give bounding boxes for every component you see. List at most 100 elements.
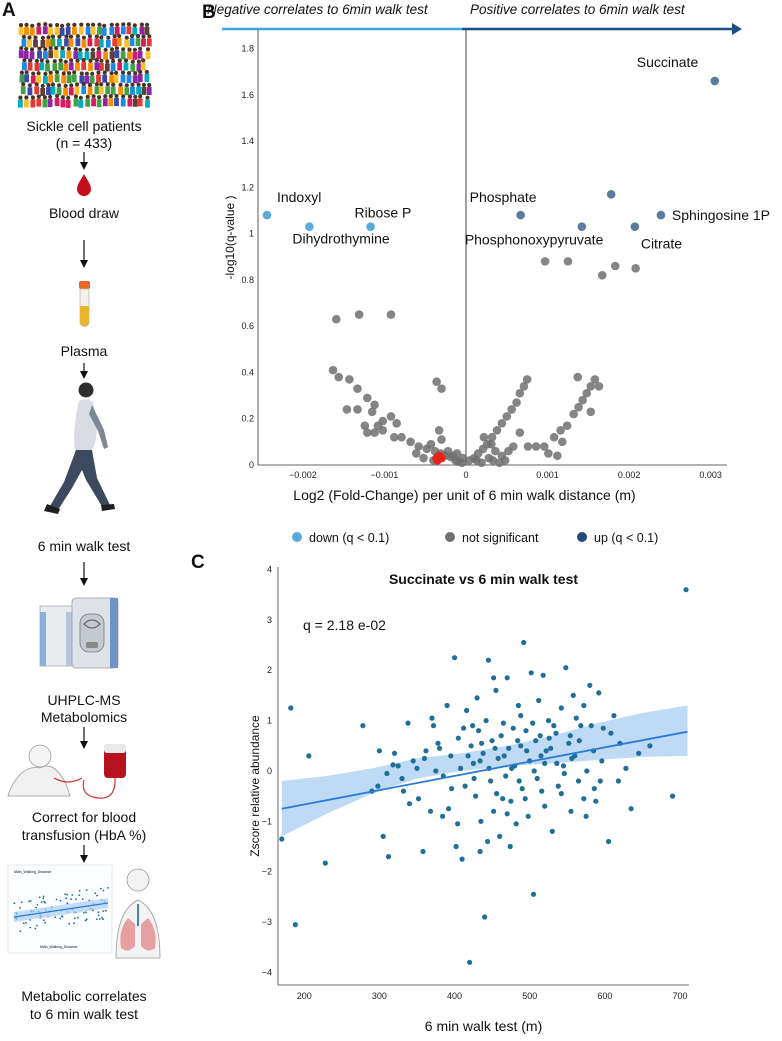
crowd-person-body bbox=[98, 86, 104, 95]
succinate-data-point bbox=[518, 743, 524, 749]
crowd-person-body bbox=[85, 26, 91, 35]
crowd-person-body bbox=[52, 63, 58, 72]
crowd-person-head bbox=[133, 94, 138, 99]
succinate-y-tick-label: 2 bbox=[267, 665, 272, 675]
succinate-data-point bbox=[558, 791, 564, 797]
crowd-person-body bbox=[102, 74, 108, 83]
confidence-band bbox=[281, 705, 688, 837]
succinate-data-point bbox=[513, 821, 519, 827]
volcano-point-nonsig bbox=[539, 442, 549, 451]
volcano-point-nonsig bbox=[353, 405, 362, 414]
crowd-person-head bbox=[94, 82, 99, 87]
crowd-person-head bbox=[105, 59, 110, 64]
crowd-person-body bbox=[105, 39, 111, 48]
crowd-person-body bbox=[18, 99, 23, 108]
crowd-person-body bbox=[18, 27, 24, 36]
mini-chart-point bbox=[64, 893, 67, 895]
crowd-person-body bbox=[46, 87, 51, 96]
crowd-person-body bbox=[85, 98, 91, 107]
crowd-person-head bbox=[145, 47, 151, 52]
succinate-y-tick-label: 4 bbox=[267, 565, 272, 575]
volcano-y-tick-label: 1 bbox=[249, 229, 254, 239]
mini-chart-point bbox=[83, 911, 85, 914]
succinate-data-point bbox=[551, 723, 557, 729]
crowd-person-head bbox=[99, 82, 104, 87]
crowd-person-head bbox=[81, 82, 86, 87]
crowd-person-head bbox=[114, 46, 119, 51]
mini-chart-point bbox=[35, 906, 37, 909]
crowd-person-head bbox=[46, 35, 51, 40]
crowd-person-body bbox=[18, 50, 24, 59]
crowd-person-head bbox=[136, 59, 141, 64]
volcano-point-label: Succinate bbox=[637, 54, 699, 70]
crowd-person-body bbox=[146, 38, 152, 47]
volcano-point-label: Ribose P bbox=[355, 205, 412, 221]
crowd-person-head bbox=[136, 82, 141, 87]
crowd-person-head bbox=[79, 71, 84, 76]
crowd-person-body bbox=[23, 51, 29, 59]
crowd-person-body bbox=[33, 39, 38, 48]
succinate-data-point bbox=[462, 783, 468, 789]
crowd-person-head bbox=[64, 34, 69, 39]
crowd-person-head bbox=[43, 22, 48, 27]
crowd-person-head bbox=[121, 22, 126, 27]
crowd-person-head bbox=[78, 47, 83, 52]
crowd-person-head bbox=[48, 94, 53, 100]
crowd-person-body bbox=[113, 74, 119, 83]
volcano-y-tick-label: 0 bbox=[249, 460, 254, 470]
volcano-point-nonsig bbox=[367, 407, 377, 417]
crowd-person-head bbox=[97, 95, 102, 100]
crowd-person-head bbox=[72, 22, 77, 27]
crowd-person-body bbox=[24, 26, 29, 35]
succinate-data-point bbox=[534, 775, 540, 782]
crowd-person-head bbox=[121, 94, 126, 99]
mini-chart-point bbox=[98, 918, 101, 920]
mini-chart-point bbox=[77, 916, 79, 919]
mini-chart-point bbox=[13, 902, 16, 905]
crowd-person-head bbox=[90, 47, 95, 53]
succinate-data-point bbox=[436, 745, 443, 751]
succinate-data-point bbox=[449, 786, 455, 792]
succinate-data-point bbox=[516, 778, 522, 784]
crowd-person-head bbox=[36, 71, 41, 76]
crowd-person-head bbox=[73, 47, 78, 52]
volcano-point-nonsig bbox=[488, 456, 498, 465]
succinate-data-point bbox=[385, 854, 392, 860]
succinate-data-point bbox=[519, 786, 525, 792]
mini-chart-point bbox=[75, 898, 77, 901]
crowd-person-head bbox=[36, 22, 41, 27]
succinate-data-point bbox=[482, 914, 488, 920]
succinate-data-point bbox=[523, 728, 529, 734]
succinate-data-point bbox=[543, 748, 549, 754]
volcano-point-label: Sphingosine 1P bbox=[672, 207, 770, 223]
crowd-person-body bbox=[90, 51, 96, 60]
crowd-person-body bbox=[130, 63, 136, 72]
volcano-x-tick-label: 0 bbox=[463, 470, 468, 480]
crowd-person-head bbox=[127, 94, 132, 99]
volcano-point-nonsig bbox=[562, 421, 572, 430]
succinate-data-point bbox=[536, 697, 542, 704]
mini-chart-point bbox=[68, 922, 71, 925]
crowd-person-head bbox=[109, 71, 114, 76]
succinate-data-point bbox=[459, 856, 465, 862]
mini-chart-point bbox=[29, 926, 32, 929]
succinate-data-point bbox=[458, 765, 464, 772]
crowd-person-head bbox=[133, 71, 138, 76]
succinate-data-point bbox=[573, 715, 579, 721]
succinate-data-point bbox=[455, 821, 461, 827]
succinate-data-point bbox=[399, 775, 405, 782]
crowd-person-body bbox=[89, 75, 95, 84]
succinate-data-point bbox=[628, 806, 634, 812]
crowd-person-head bbox=[43, 47, 48, 52]
crowd-person-head bbox=[138, 69, 143, 75]
crowd-person-body bbox=[46, 39, 51, 48]
mini-chart-point bbox=[42, 895, 45, 898]
crowd-person-body bbox=[105, 86, 111, 95]
succinate-data-point bbox=[494, 791, 500, 797]
volcano-point-nonsig bbox=[631, 264, 640, 273]
succinate-y-tick-label: −4 bbox=[262, 967, 272, 977]
crowd-person-head bbox=[96, 46, 101, 52]
crowd-person-head bbox=[34, 82, 39, 87]
volcano-point-nonsig bbox=[610, 261, 620, 271]
crowd-person-head bbox=[124, 83, 129, 88]
